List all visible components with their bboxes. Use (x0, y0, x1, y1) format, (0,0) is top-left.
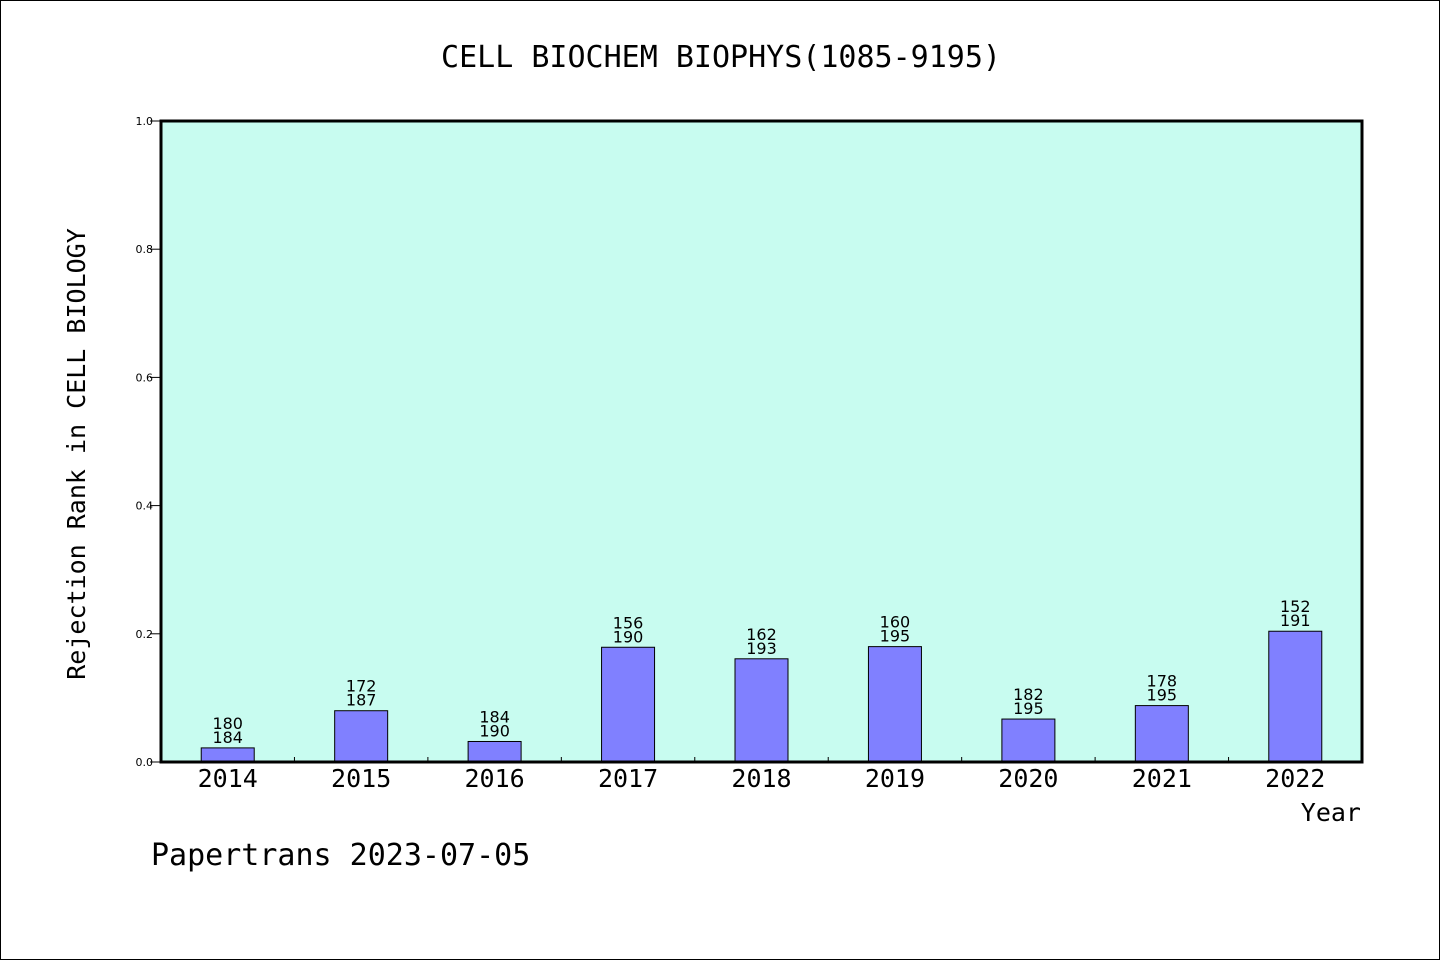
bar-2014 (200, 747, 255, 763)
y-axis-ticks: 0.0 0.2 0.4 0.6 0.8 1.0 (136, 115, 161, 769)
bar-label-bottom-2015: 187 (346, 691, 377, 710)
bar-label-bottom-2022: 191 (1280, 611, 1311, 630)
x-tick-label-2015: 2015 (331, 764, 391, 793)
bar-label-bottom-2014: 184 (212, 728, 243, 747)
bar-label-top-2019: 160 (880, 613, 911, 632)
bar-label-bottom-2017: 190 (613, 627, 644, 646)
bar-label-top-2022: 152 (1280, 597, 1311, 616)
y-tick-label: 0.2 (136, 628, 154, 641)
bar-label-top-2014: 180 (212, 714, 243, 733)
bar-2017 (601, 646, 656, 763)
chart-title: CELL BIOCHEM BIOPHYS(1085-9195) (441, 40, 1001, 75)
bar-label-top-2015: 172 (346, 677, 377, 696)
bar-label-top-2021: 178 (1147, 672, 1178, 691)
bar-2019 (867, 646, 922, 763)
bar-label-bottom-2016: 190 (479, 721, 510, 740)
bar-2022 (1268, 630, 1323, 763)
x-tick-label-2021: 2021 (1132, 764, 1192, 793)
bar-label-bottom-2021: 195 (1147, 686, 1178, 705)
bar-label-bottom-2018: 193 (746, 639, 777, 658)
plot-area (161, 121, 1362, 762)
bar-2020 (1001, 718, 1056, 763)
x-axis-ticks: 2014 2015 2016 2017 2018 2019 2020 2021 2022 (198, 757, 1325, 793)
y-tick-label: 0.0 (136, 756, 154, 769)
bar-label-bottom-2020: 195 (1013, 699, 1044, 718)
x-tick-label-2022: 2022 (1265, 764, 1325, 793)
bar-label-bottom-2019: 195 (880, 627, 911, 646)
bar-label-top-2017: 156 (613, 613, 644, 632)
bar-label-top-2020: 182 (1013, 685, 1044, 704)
bar-2018 (734, 658, 789, 763)
bar-2016 (467, 740, 522, 763)
plot-border (159, 119, 1364, 764)
x-tick-label-2016: 2016 (465, 764, 525, 793)
x-tick-label-2017: 2017 (598, 764, 658, 793)
y-tick-label: 0.4 (136, 500, 154, 513)
x-tick-label-2020: 2020 (998, 764, 1058, 793)
x-tick-label-2018: 2018 (731, 764, 791, 793)
bar-label-top-2018: 162 (746, 625, 777, 644)
x-tick-label-2019: 2019 (865, 764, 925, 793)
bars-group (200, 630, 1323, 763)
x-axis-label: Year (1301, 798, 1361, 827)
y-axis-label: Rejection Rank in CELL BIOLOGY (62, 228, 91, 680)
y-tick-label: 1.0 (136, 115, 154, 128)
bar-2021 (1134, 705, 1189, 763)
bar-label-top-2016: 184 (479, 707, 510, 726)
x-tick-label-2014: 2014 (198, 764, 258, 793)
bar-2015 (334, 710, 389, 763)
footer-text: Papertrans 2023-07-05 (151, 838, 530, 873)
y-tick-label: 0.8 (136, 243, 154, 256)
y-tick-label: 0.6 (136, 371, 154, 384)
